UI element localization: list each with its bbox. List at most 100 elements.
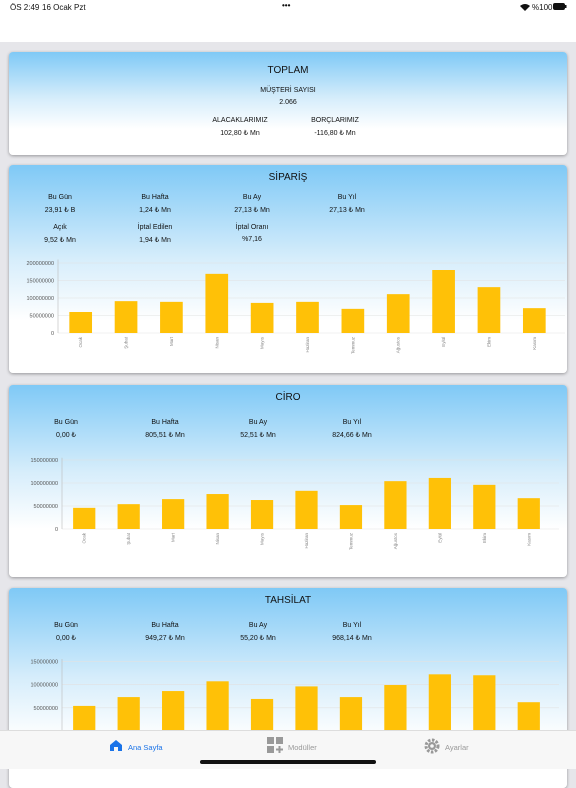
bar bbox=[160, 301, 183, 333]
bar-chart: 0 50000000 100000000 150000000 200000000 Ocak… bbox=[26, 259, 565, 354]
stat-label: Bu Yıl bbox=[337, 194, 357, 201]
status-date: 16 Ocak Pzt bbox=[42, 3, 86, 12]
bar bbox=[432, 270, 455, 333]
bar bbox=[517, 702, 540, 731]
x-tick-label: Nisan bbox=[214, 337, 219, 349]
bar-chart: 0 50000000 100000000 150000000 Ocak Şubat Mart… bbox=[30, 457, 559, 550]
x-tick-label: Mart bbox=[169, 336, 174, 346]
x-tick-label: Ağustos bbox=[396, 336, 401, 353]
tab-settings[interactable]: Ayarlar bbox=[445, 743, 469, 752]
stat-label: İptal Edilen bbox=[137, 224, 173, 231]
bar bbox=[477, 287, 501, 333]
bar bbox=[296, 301, 319, 333]
bar bbox=[250, 302, 274, 333]
bar bbox=[69, 312, 93, 333]
stat-label: Bu Yıl bbox=[342, 622, 362, 629]
x-tick-label: Ekim bbox=[486, 337, 491, 347]
y-tick-label: 50000000 bbox=[30, 314, 54, 320]
x-tick-label: Haziran bbox=[304, 533, 309, 549]
stat-value: 55,20 ₺ Mn bbox=[240, 635, 276, 642]
summary-card: TOPLAM MÜŞTERİ SAYISI 2.066 ALACAKLARIMI… bbox=[9, 52, 567, 155]
home-icon[interactable] bbox=[109, 739, 123, 752]
bar bbox=[206, 681, 229, 731]
x-tick-label: Kasım bbox=[532, 337, 537, 350]
bar bbox=[341, 308, 365, 333]
x-tick-label: Mayıs bbox=[260, 336, 265, 349]
x-tick-label: Kasım bbox=[526, 533, 531, 546]
x-tick-label: Mayıs bbox=[260, 532, 265, 545]
dots: ••• bbox=[282, 1, 291, 10]
y-tick-label: 200000000 bbox=[26, 261, 54, 267]
bar bbox=[473, 484, 496, 529]
y-tick-label: 50000000 bbox=[34, 706, 58, 712]
stat-label: MÜŞTERİ SAYISI bbox=[260, 87, 316, 94]
bar bbox=[384, 685, 407, 731]
x-tick-label: Temmuz bbox=[348, 532, 353, 550]
stat-value: 52,51 ₺ Mn bbox=[240, 432, 276, 439]
card-title: TAHSİLAT bbox=[264, 595, 312, 606]
x-tick-label: Şubat bbox=[126, 532, 131, 545]
stat-value: 968,14 ₺ Mn bbox=[332, 635, 372, 642]
stat-label: Açık bbox=[53, 224, 67, 231]
stat-label: Bu Gün bbox=[54, 419, 78, 426]
battery-icon bbox=[553, 3, 567, 10]
bar bbox=[517, 498, 540, 529]
stat-value: 1,24 ₺ Mn bbox=[139, 207, 171, 214]
stat-label: BORÇLARIMIZ bbox=[311, 117, 359, 124]
x-tick-label: Temmuz bbox=[350, 336, 355, 354]
x-tick-label: Ekim bbox=[482, 533, 487, 543]
x-tick-label: Mart bbox=[171, 532, 176, 542]
home-indicator bbox=[200, 760, 376, 764]
x-tick-label: Ocak bbox=[82, 532, 87, 543]
stat-value: 0,00 ₺ bbox=[55, 432, 77, 439]
bar bbox=[117, 504, 140, 529]
panel-card: CİRO Bu Gün 0,00 ₺ Bu Hafta 805,51 ₺ Mn Bu Ay… bbox=[9, 385, 567, 577]
settings-icon[interactable] bbox=[424, 738, 440, 754]
stat-value: 27,13 ₺ Mn bbox=[234, 207, 270, 214]
stat-value: 102,80 ₺ Mn bbox=[220, 130, 260, 137]
tab-modules[interactable]: Modüller bbox=[288, 743, 317, 752]
stat-label: Bu Gün bbox=[54, 622, 78, 629]
panel-card: SİPARİŞ Bu Gün 23,91 ₺ B Bu Hafta 1,24 ₺ Mn B… bbox=[9, 165, 567, 373]
x-tick-label: Ocak bbox=[78, 336, 83, 347]
y-tick-label: 0 bbox=[51, 331, 54, 337]
x-tick-label: Ağustos bbox=[393, 532, 398, 549]
bar-chart: 50000000 100000000 150000000 bbox=[30, 659, 559, 731]
bar bbox=[114, 301, 138, 333]
status-bar: ÖS 2:49 16 Ocak Pzt ••• %100 bbox=[0, 0, 576, 42]
bar bbox=[73, 705, 96, 731]
bar bbox=[522, 308, 546, 333]
stat-label: Bu Ay bbox=[242, 194, 262, 201]
stat-value: -116,80 ₺ Mn bbox=[314, 130, 356, 137]
bar bbox=[117, 697, 140, 731]
stat-value: 0,00 ₺ bbox=[55, 635, 77, 642]
x-tick-label: Nisan bbox=[215, 533, 220, 545]
y-tick-label: 100000000 bbox=[30, 683, 58, 689]
x-tick-label: Eylül bbox=[441, 337, 446, 347]
stat-value: 23,91 ₺ B bbox=[44, 207, 76, 214]
bar bbox=[428, 477, 451, 529]
stat-label: Bu Ay bbox=[248, 622, 268, 629]
stat-value: 27,13 ₺ Mn bbox=[329, 207, 365, 214]
y-tick-label: 150000000 bbox=[30, 458, 58, 464]
modules-icon[interactable] bbox=[267, 737, 285, 753]
y-tick-label: 150000000 bbox=[26, 279, 54, 285]
card-title: SİPARİŞ bbox=[268, 172, 308, 183]
stat-value: 2.066 bbox=[279, 99, 297, 106]
y-tick-label: 100000000 bbox=[30, 481, 58, 487]
y-tick-label: 150000000 bbox=[30, 659, 58, 665]
bar bbox=[205, 273, 229, 333]
bar bbox=[295, 490, 318, 529]
battery-text: %100 bbox=[532, 3, 553, 12]
card-title: CİRO bbox=[275, 392, 301, 403]
y-tick-label: 0 bbox=[55, 527, 58, 533]
stat-value: %7,16 bbox=[242, 236, 262, 243]
tab-home[interactable]: Ana Sayfa bbox=[128, 743, 163, 752]
stat-label: Bu Gün bbox=[48, 194, 72, 201]
stat-value: 9,52 ₺ Mn bbox=[44, 237, 76, 244]
y-tick-label: 100000000 bbox=[26, 296, 54, 302]
bar bbox=[339, 505, 363, 529]
bar bbox=[250, 698, 274, 731]
bar bbox=[206, 494, 229, 529]
